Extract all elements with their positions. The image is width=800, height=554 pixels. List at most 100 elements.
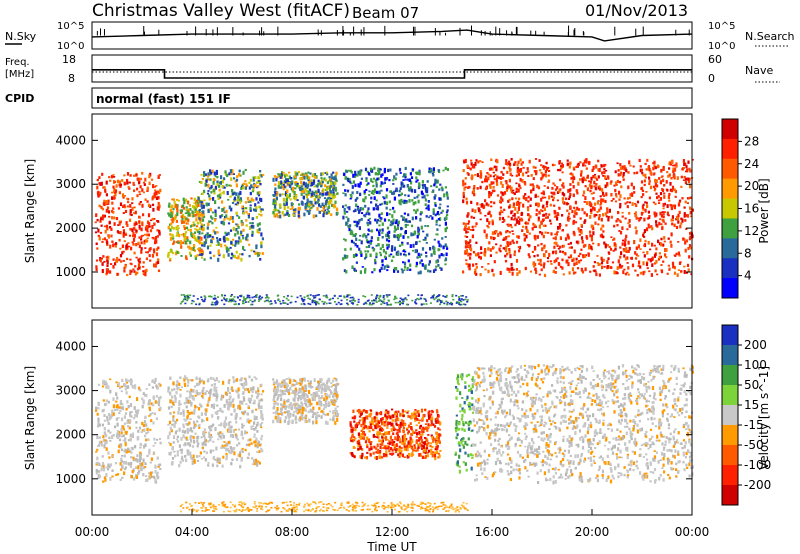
heat-cell [493,201,496,205]
near-range-cell [400,298,403,301]
heat-cell [519,158,522,162]
colorbar-segment [722,218,738,239]
heat-cell [135,421,138,424]
heat-cell [107,255,110,260]
heat-cell [194,211,197,213]
heat-cell [210,215,213,219]
heat-cell [226,447,229,452]
heat-cell [199,451,202,455]
heat-cell [466,227,469,230]
heat-cell [515,268,518,271]
near-range-cell [188,296,191,299]
heat-cell [200,212,203,217]
heat-cell [502,166,506,170]
heat-cell [141,429,144,432]
heat-cell [542,190,545,195]
heat-cell [601,188,604,192]
heat-cell [642,207,645,211]
heat-cell [561,266,564,270]
heat-cell [123,384,126,387]
heat-cell [599,195,602,198]
heat-cell [257,403,260,406]
heat-cell [181,429,184,434]
heat-cell [230,413,233,416]
heat-cell [205,238,208,242]
heat-cell [406,224,409,226]
heat-cell [574,221,578,224]
heat-cell [245,224,248,227]
near-range-cell [422,303,425,305]
near-range-cell [329,302,332,305]
heat-cell [119,478,122,482]
heat-cell [358,210,361,213]
heat-cell [547,174,550,177]
heat-cell [375,244,378,247]
heat-cell [680,222,683,225]
heat-cell [106,467,110,471]
heat-cell [158,463,162,467]
heat-cell [219,196,222,199]
heat-cell [465,259,468,262]
heat-cell [107,199,110,203]
heat-cell [479,185,482,190]
heat-cell [689,210,692,215]
heat-cell [354,234,357,238]
heat-cell [662,260,665,263]
heat-cell [227,238,230,241]
heat-cell [435,185,438,189]
heat-cell [597,216,601,221]
heat-cell [508,248,511,251]
heat-cell [127,425,130,428]
heat-cell [482,205,485,210]
heat-cell [603,241,606,245]
heat-cell [101,462,105,466]
heat-cell [238,172,241,177]
heat-cell [554,271,557,274]
heat-cell [431,172,434,175]
heat-cell [200,181,203,185]
heat-cell [616,218,619,221]
heat-cell [201,192,204,195]
heat-cell [247,397,250,402]
heat-cell [178,233,181,238]
heat-cell [256,229,259,234]
heat-cell [156,386,159,390]
heat-cell [119,183,122,187]
heat-cell [256,463,259,467]
heat-cell [562,182,565,185]
heat-cell [517,235,520,239]
heat-cell [212,238,215,240]
heat-cell [667,174,670,178]
frequency-panel: Freq. [MHz] 18 8 60 0 Nave [5,53,780,85]
heat-cell [365,253,368,258]
heat-cell [648,176,651,180]
heat-cell [392,206,395,210]
freq-left-tick-top: 18 [62,53,76,66]
heat-cell [237,255,240,260]
heat-cell [442,245,445,250]
heat-cell [260,426,263,429]
heat-cell [392,183,395,185]
heat-cell [393,230,396,233]
heat-cell [253,376,256,379]
heat-cell [393,246,397,250]
heat-cell [250,197,253,201]
heat-cell [201,390,204,395]
heat-cell [130,214,133,217]
near-range-cell [265,299,268,302]
heat-cell [303,174,306,177]
heat-cell [394,234,397,239]
heat-cell [515,187,518,191]
heat-cell [151,471,154,474]
heat-cell [672,167,675,171]
heat-cell [444,243,447,248]
heat-cell [651,242,654,247]
heat-cell [352,173,355,178]
heat-cell [610,236,613,239]
heat-cell [563,193,566,197]
heat-cell [402,216,406,219]
heat-cell [519,177,522,182]
heat-cell [173,201,176,204]
heat-cell [684,177,688,181]
heat-cell [277,181,281,185]
